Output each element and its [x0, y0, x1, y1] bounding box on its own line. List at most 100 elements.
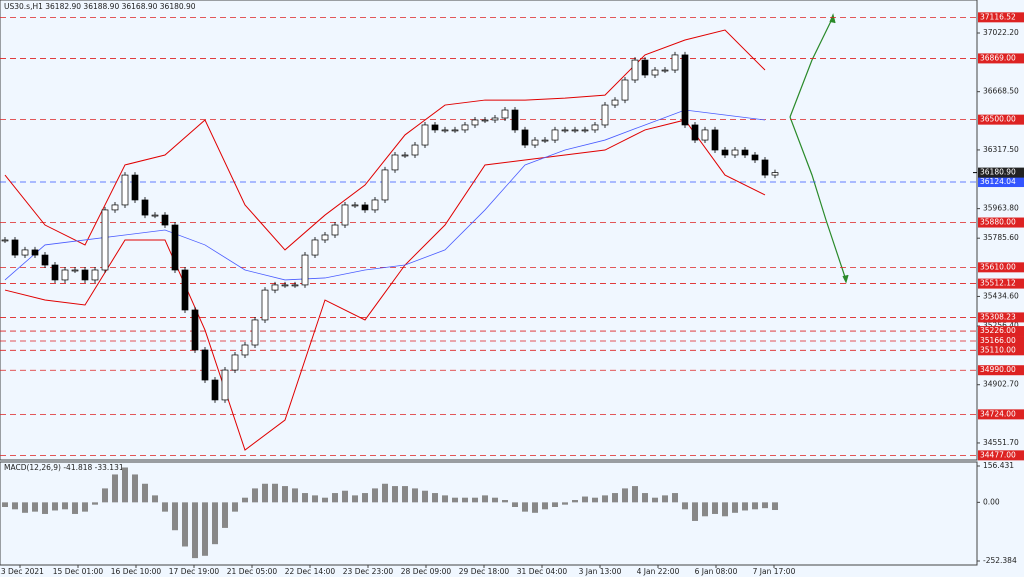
- candle: [471, 119, 479, 126]
- macd-bar: [392, 486, 398, 503]
- y-tick-label: 34902.70: [983, 380, 1019, 389]
- macd-bar: [562, 502, 568, 505]
- macd-bar: [172, 502, 178, 531]
- candle: [461, 124, 469, 131]
- macd-bar: [712, 502, 718, 514]
- level-label: 35166.00: [980, 336, 1016, 345]
- y-tick-label: 35434.60: [983, 291, 1019, 300]
- level-box: [978, 326, 1024, 337]
- candle: [741, 149, 749, 156]
- macd-pane: [0, 461, 978, 566]
- arrow-head: [842, 274, 849, 284]
- candle: [241, 344, 249, 356]
- candle: [401, 154, 409, 157]
- level-box: [978, 114, 1024, 125]
- candle: [651, 69, 659, 76]
- candle: [721, 149, 729, 156]
- candle: [501, 109, 509, 119]
- x-tick-label: 6 Jan 08:00: [695, 567, 738, 576]
- candle: [491, 117, 499, 121]
- candle: [431, 124, 439, 131]
- candle: [291, 284, 299, 287]
- macd-bar: [702, 502, 708, 517]
- x-tick-label: 22 Dec 14:00: [285, 567, 336, 576]
- candle: [351, 204, 359, 207]
- candle: [161, 214, 169, 226]
- level-label: 35308.23: [980, 312, 1016, 321]
- candle: [581, 129, 589, 132]
- candle: [771, 172, 779, 176]
- macd-bar: [422, 490, 428, 503]
- candle: [81, 269, 89, 281]
- macd-bar: [102, 488, 108, 503]
- level-label: 35880.00: [980, 218, 1016, 227]
- candle: [441, 129, 449, 132]
- level-label: 34724.00: [980, 409, 1016, 418]
- candle: [521, 129, 529, 146]
- macd-bar: [62, 502, 68, 510]
- macd-bar: [112, 474, 118, 503]
- candle: [231, 354, 239, 371]
- macd-bar: [412, 488, 418, 503]
- x-tick-label: 21 Dec 05:00: [227, 567, 278, 576]
- candle: [21, 249, 29, 256]
- macd-bar: [122, 467, 128, 503]
- candle: [281, 284, 289, 287]
- macd-bar: [212, 502, 218, 545]
- level-box: [978, 450, 1024, 461]
- macd-bar: [232, 502, 238, 512]
- level-label: 35512.12: [980, 279, 1016, 288]
- macd-bar: [382, 483, 388, 503]
- candle: [681, 54, 689, 126]
- candle: [261, 289, 269, 321]
- level-box: [978, 12, 1024, 23]
- candle: [11, 239, 19, 256]
- candle: [661, 69, 669, 72]
- candle: [211, 379, 219, 401]
- price-pane: [0, 0, 978, 461]
- macd-title: MACD(12,26,9) -41.818 -33.131: [4, 463, 124, 472]
- arrow-up: [789, 16, 834, 118]
- level-box: [978, 336, 1024, 347]
- candle: [511, 109, 519, 131]
- macd-bar: [522, 502, 528, 512]
- candle: [761, 159, 769, 176]
- candle: [631, 59, 639, 81]
- macd-bar: [612, 493, 618, 503]
- macd-bar: [572, 500, 578, 503]
- candle: [201, 349, 209, 381]
- candle: [641, 59, 649, 76]
- macd-bar: [692, 502, 698, 521]
- macd-bar: [482, 495, 488, 503]
- macd-bar: [292, 488, 298, 503]
- x-tick-label: 15 Dec 01:00: [53, 567, 104, 576]
- macd-bar: [642, 493, 648, 503]
- current-price-label: 36180.90: [980, 168, 1016, 177]
- level-label: 36500.00: [980, 115, 1016, 124]
- macd-bar: [162, 502, 168, 512]
- x-tick-label: 23 Dec 23:00: [343, 567, 394, 576]
- candle: [571, 129, 579, 132]
- candle: [421, 124, 429, 146]
- candle: [751, 154, 759, 161]
- macd-bar: [402, 486, 408, 503]
- macd-bar: [142, 483, 148, 503]
- candle: [711, 129, 719, 151]
- macd-bar: [472, 497, 478, 503]
- current-price-box: [978, 167, 1024, 178]
- candle: [131, 174, 139, 201]
- x-tick-label: 7 Jan 17:00: [753, 567, 796, 576]
- macd-bar: [762, 502, 768, 509]
- level-label: 34990.00: [980, 365, 1016, 374]
- macd-bar: [312, 495, 318, 503]
- candle: [321, 234, 329, 241]
- macd-bar: [462, 497, 468, 503]
- macd-tick-label: -252.384: [983, 556, 1017, 565]
- x-tick-label: 3 Jan 13:00: [579, 567, 622, 576]
- candle: [601, 104, 609, 126]
- level-label: 35610.00: [980, 262, 1016, 271]
- level-box: [978, 217, 1024, 228]
- x-tick-label: 4 Jan 22:00: [637, 567, 680, 576]
- macd-bar: [672, 493, 678, 503]
- macd-bar: [22, 502, 28, 513]
